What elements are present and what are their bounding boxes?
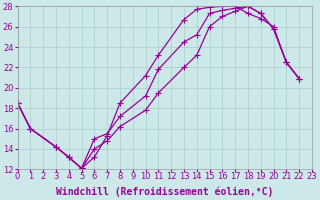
X-axis label: Windchill (Refroidissement éolien,°C): Windchill (Refroidissement éolien,°C)	[56, 187, 273, 197]
